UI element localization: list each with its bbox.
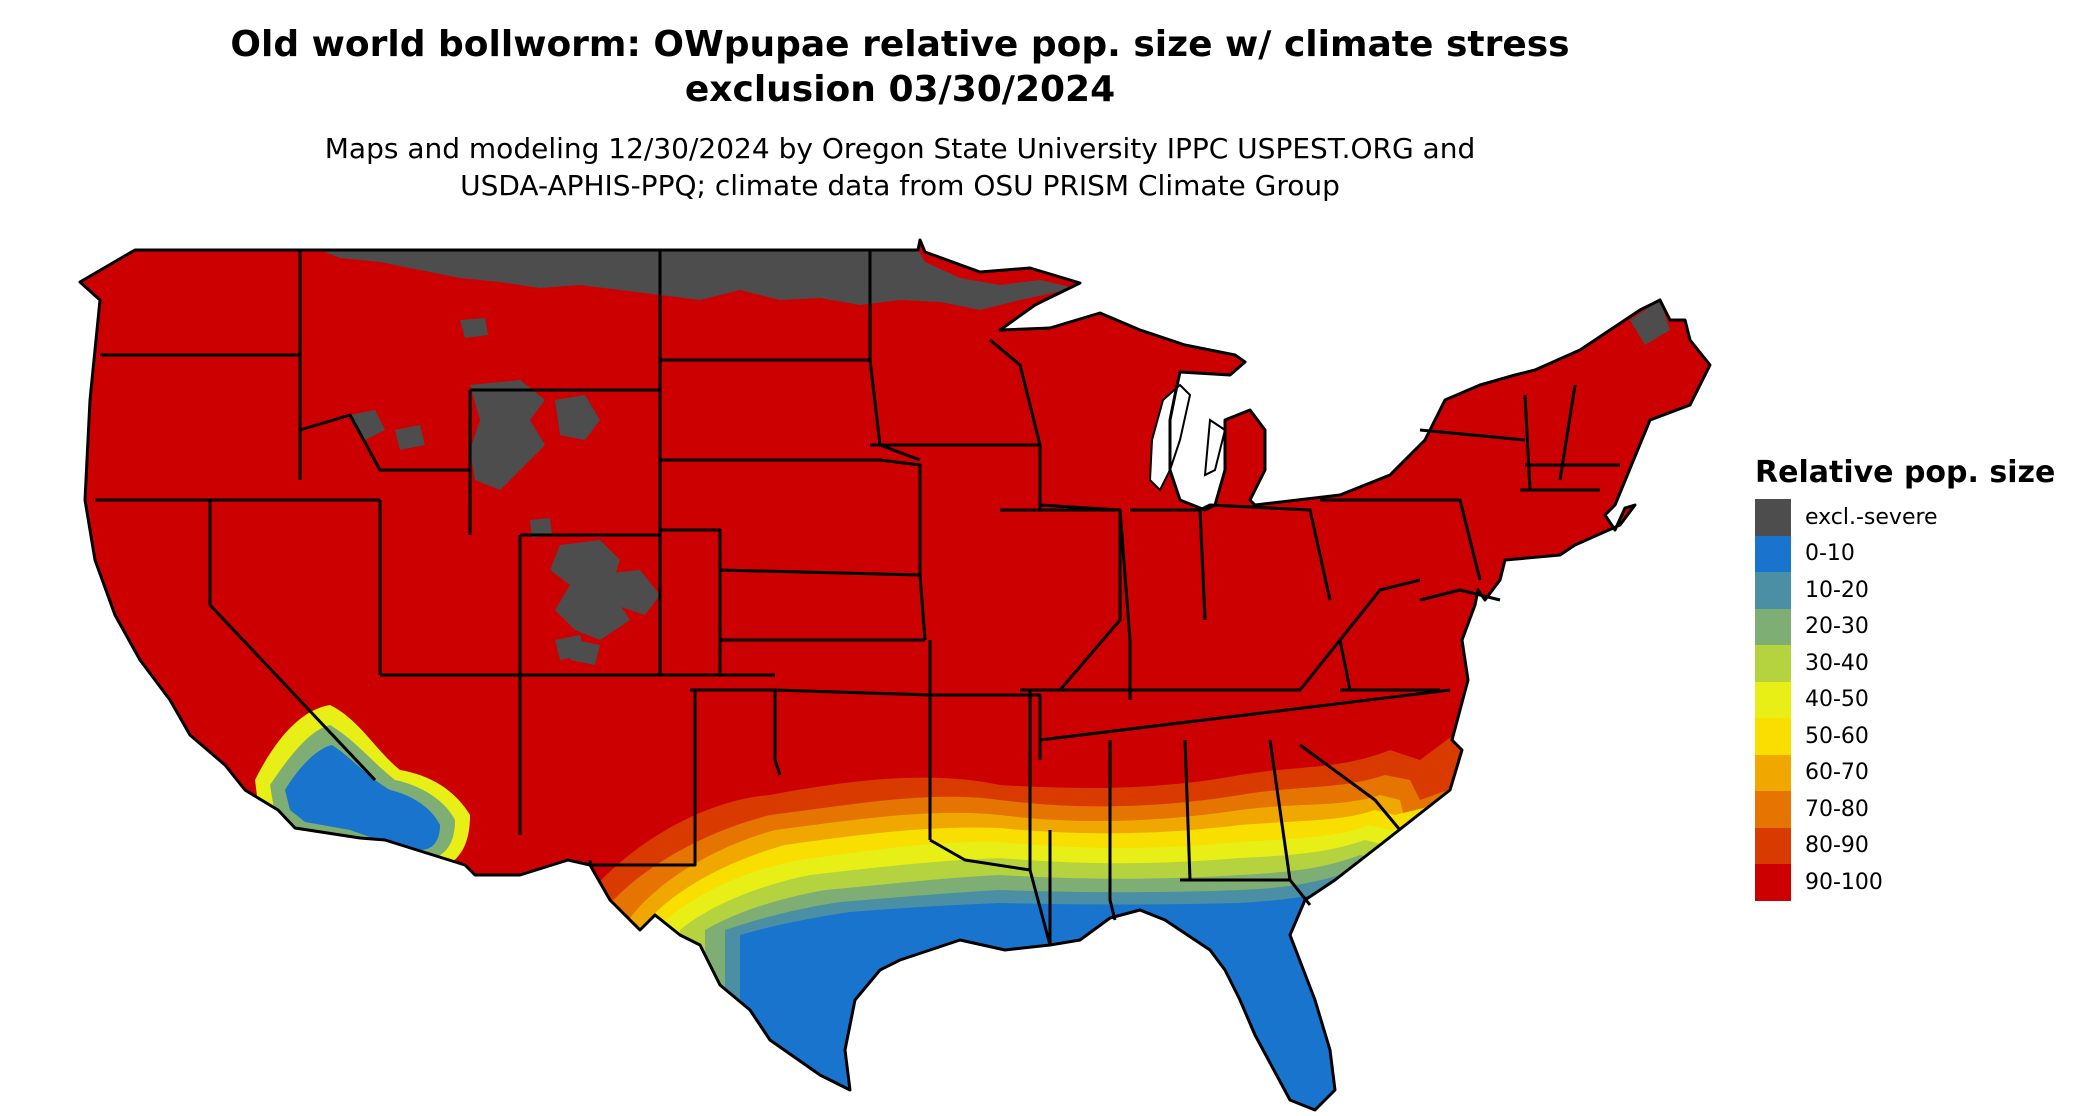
legend-label: 20-30 [1805, 614, 1869, 640]
legend-swatch [1755, 681, 1791, 718]
legend-swatch [1755, 827, 1791, 864]
legend-label: 60-70 [1805, 760, 1869, 786]
legend-item: 90-100 [1755, 864, 2055, 901]
legend-item: excl.-severe [1755, 499, 2055, 536]
legend: Relative pop. size excl.-severe 0-10 10-20… [1755, 455, 2055, 901]
legend-label: 90-100 [1805, 869, 1883, 895]
legend-swatch [1755, 791, 1791, 828]
legend-label: 50-60 [1805, 723, 1869, 749]
legend-items: excl.-severe 0-10 10-20 20-30 30-40 40-50 50-6… [1755, 499, 2055, 901]
legend-swatch [1755, 499, 1791, 536]
legend-item: 30-40 [1755, 645, 2055, 682]
legend-label: 70-80 [1805, 796, 1869, 822]
legend-label: 80-90 [1805, 833, 1869, 859]
legend-swatch [1755, 718, 1791, 755]
legend-item: 0-10 [1755, 535, 2055, 572]
legend-swatch [1755, 535, 1791, 572]
legend-label: 0-10 [1805, 541, 1855, 567]
map-title: Old world bollworm: OWpupae relative pop… [0, 22, 1800, 112]
legend-swatch [1755, 864, 1791, 901]
legend-item: 70-80 [1755, 791, 2055, 828]
legend-title: Relative pop. size [1755, 455, 2056, 490]
legend-label: excl.-severe [1805, 504, 1938, 530]
legend-label: 10-20 [1805, 577, 1869, 603]
legend-swatch [1755, 754, 1791, 791]
map-subtitle: Maps and modeling 12/30/2024 by Oregon S… [0, 130, 1800, 204]
legend-swatch [1755, 572, 1791, 609]
map-title-line-1: Old world bollworm: OWpupae relative pop… [230, 24, 1570, 65]
legend-label: 40-50 [1805, 687, 1869, 713]
legend-label: 30-40 [1805, 650, 1869, 676]
legend-swatch [1755, 645, 1791, 682]
legend-item: 60-70 [1755, 754, 2055, 791]
legend-item: 50-60 [1755, 718, 2055, 755]
legend-item: 80-90 [1755, 827, 2055, 864]
legend-item: 40-50 [1755, 681, 2055, 718]
title-block: Old world bollworm: OWpupae relative pop… [0, 22, 1800, 204]
map-subtitle-line-1: Maps and modeling 12/30/2024 by Oregon S… [324, 132, 1476, 165]
legend-item: 20-30 [1755, 608, 2055, 645]
legend-swatch [1755, 608, 1791, 645]
map-subtitle-line-2: USDA-APHIS-PPQ; climate data from OSU PR… [460, 169, 1340, 202]
legend-item: 10-20 [1755, 572, 2055, 609]
map-title-line-2: exclusion 03/30/2024 [684, 69, 1116, 110]
